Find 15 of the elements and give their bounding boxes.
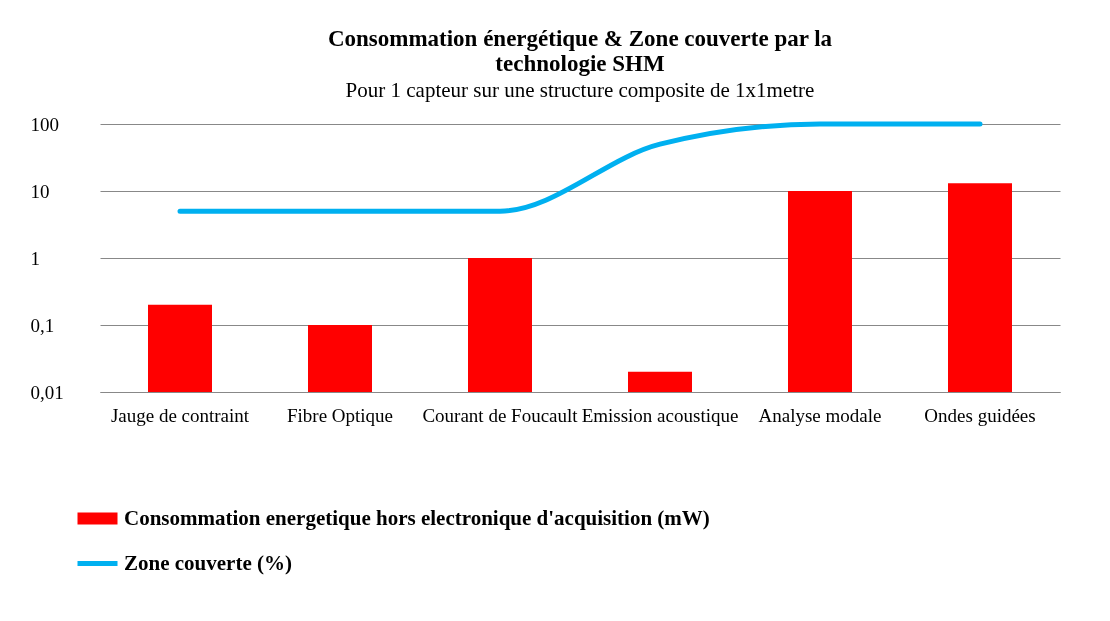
- chart-subtitle: Pour 1 capteur sur une structure composite de 1x1metre: [345, 78, 815, 102]
- chart-title: Consommation énergétique & Zone couverte par la technologie SHM: [327, 26, 833, 76]
- x-tick-label: Emission acoustique: [581, 404, 739, 426]
- legend-label: Consommation energetique hors electronique d'acquisition (mW): [124, 505, 710, 530]
- x-tick-label: Fibre Optique: [286, 404, 394, 426]
- x-tick-label: Ondes guidées: [924, 404, 1036, 426]
- y-tick-label: 0,1: [30, 314, 55, 336]
- x-tick-label: Courant de Foucault: [422, 404, 579, 426]
- x-tick-label: Analyse modale: [758, 404, 882, 426]
- x-tick-label: Jauge de contraint: [110, 404, 250, 426]
- y-tick-label: 100: [30, 113, 59, 135]
- y-tick-label: 1: [30, 247, 40, 269]
- legend-label: Zone couverte (%): [124, 550, 292, 575]
- y-tick-label: 10: [30, 180, 50, 202]
- y-tick-label: 0,01: [30, 381, 64, 403]
